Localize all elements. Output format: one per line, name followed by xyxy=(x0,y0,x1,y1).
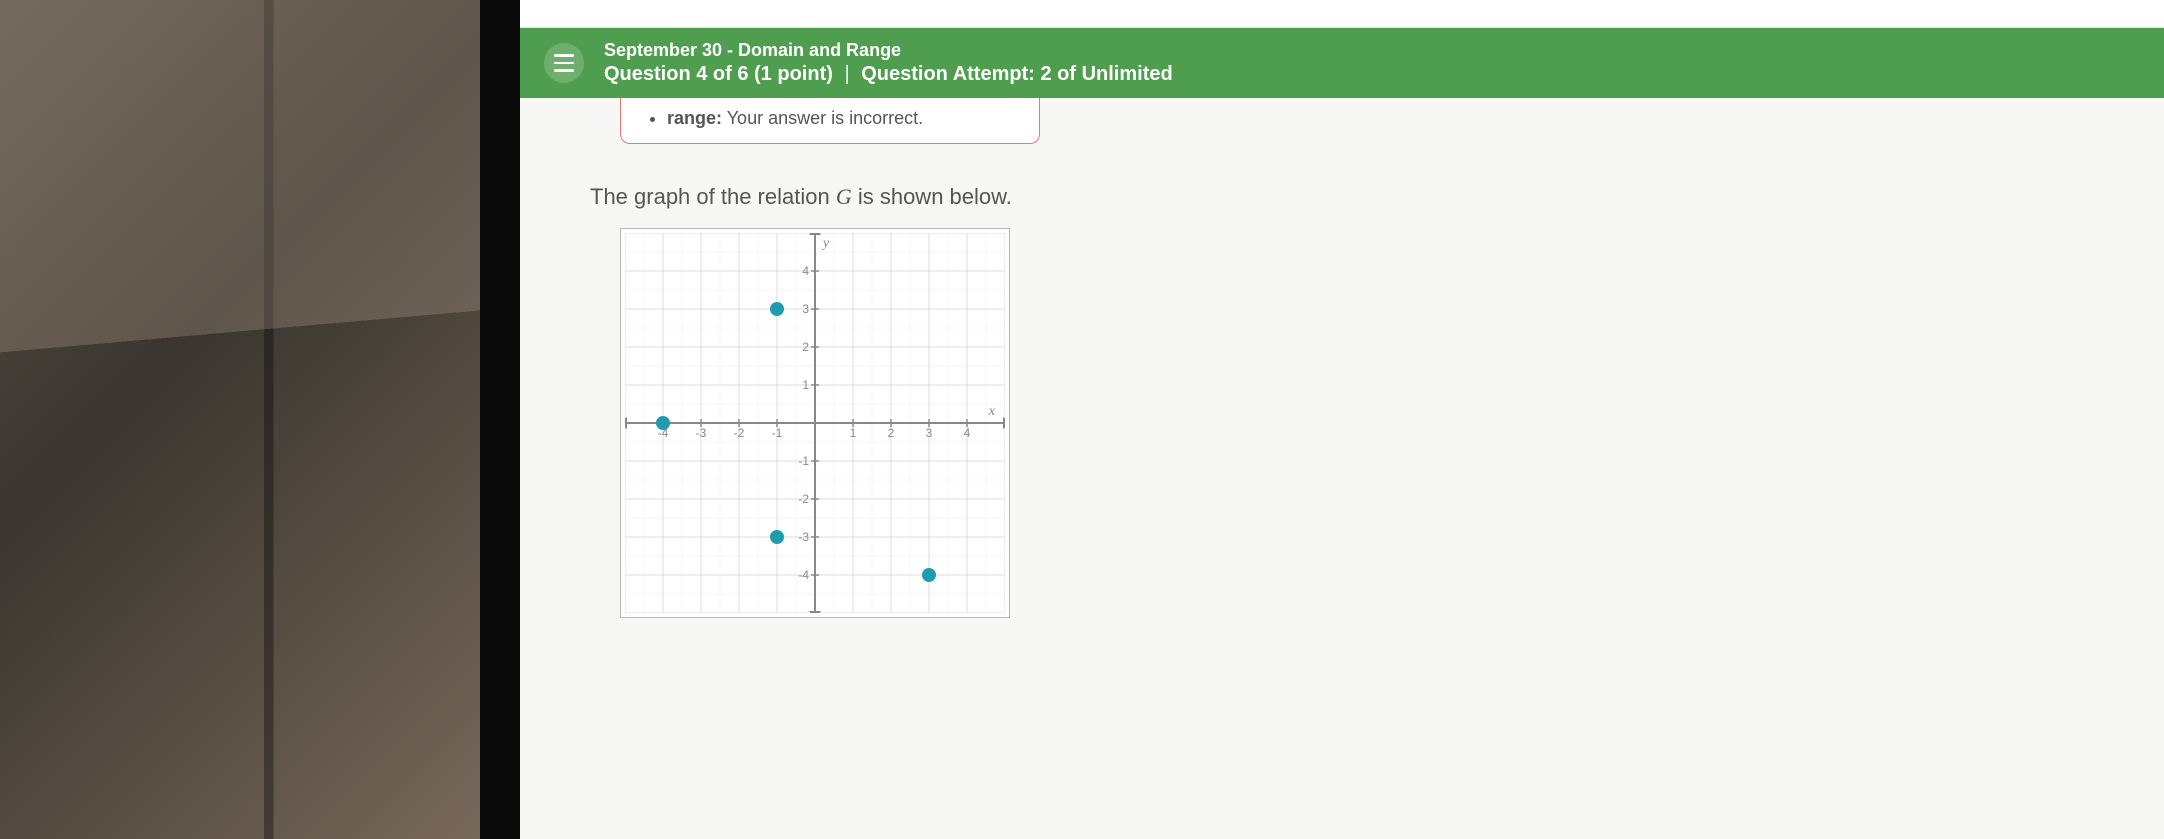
assignment-title: September 30 - Domain and Range xyxy=(604,40,1173,61)
browser-chrome-strip xyxy=(520,0,2164,28)
svg-text:-4: -4 xyxy=(798,568,809,582)
assignment-header-bar: September 30 - Domain and Range Question… xyxy=(520,28,2164,98)
svg-text:-1: -1 xyxy=(798,454,809,468)
relation-graph: -4-3-2-11234-4-3-2-11234xy xyxy=(625,233,1005,613)
svg-text:3: 3 xyxy=(802,302,809,316)
svg-text:x: x xyxy=(988,404,996,419)
prompt-pre: The graph of the relation xyxy=(590,184,836,209)
prompt-post: is shown below. xyxy=(852,184,1012,209)
menu-icon[interactable] xyxy=(544,43,584,83)
desk-photo-background xyxy=(0,0,480,839)
prompt-var: G xyxy=(836,184,852,209)
graph-container: -4-3-2-11234-4-3-2-11234xy xyxy=(620,228,2124,623)
svg-text:-3: -3 xyxy=(696,426,707,440)
separator: | xyxy=(838,63,855,85)
svg-text:1: 1 xyxy=(850,426,857,440)
screen-content: September 30 - Domain and Range Question… xyxy=(520,0,2164,839)
feedback-item: range: Your answer is incorrect. xyxy=(667,108,1021,129)
assignment-header-text: September 30 - Domain and Range Question… xyxy=(604,40,1173,86)
svg-text:4: 4 xyxy=(964,426,971,440)
question-prompt: The graph of the relation G is shown bel… xyxy=(590,184,2124,210)
svg-text:4: 4 xyxy=(802,264,809,278)
svg-text:-2: -2 xyxy=(798,492,809,506)
laptop-bezel xyxy=(480,0,520,839)
graph-box: -4-3-2-11234-4-3-2-11234xy xyxy=(620,228,1010,618)
svg-text:-1: -1 xyxy=(772,426,783,440)
feedback-text: Your answer is incorrect. xyxy=(727,108,923,128)
svg-text:2: 2 xyxy=(888,426,895,440)
feedback-box: range: Your answer is incorrect. xyxy=(620,98,1040,144)
question-progress-line: Question 4 of 6 (1 point) | Question Att… xyxy=(604,63,1173,86)
question-attempt: Question Attempt: 2 of Unlimited xyxy=(861,63,1172,85)
svg-text:-3: -3 xyxy=(798,530,809,544)
svg-text:y: y xyxy=(821,236,830,251)
question-content: range: Your answer is incorrect. The gra… xyxy=(520,98,2164,839)
svg-text:1: 1 xyxy=(802,378,809,392)
question-progress: Question 4 of 6 (1 point) xyxy=(604,63,833,85)
svg-text:2: 2 xyxy=(802,340,809,354)
feedback-label: range: xyxy=(667,108,722,128)
svg-text:3: 3 xyxy=(926,426,933,440)
svg-text:-2: -2 xyxy=(734,426,745,440)
